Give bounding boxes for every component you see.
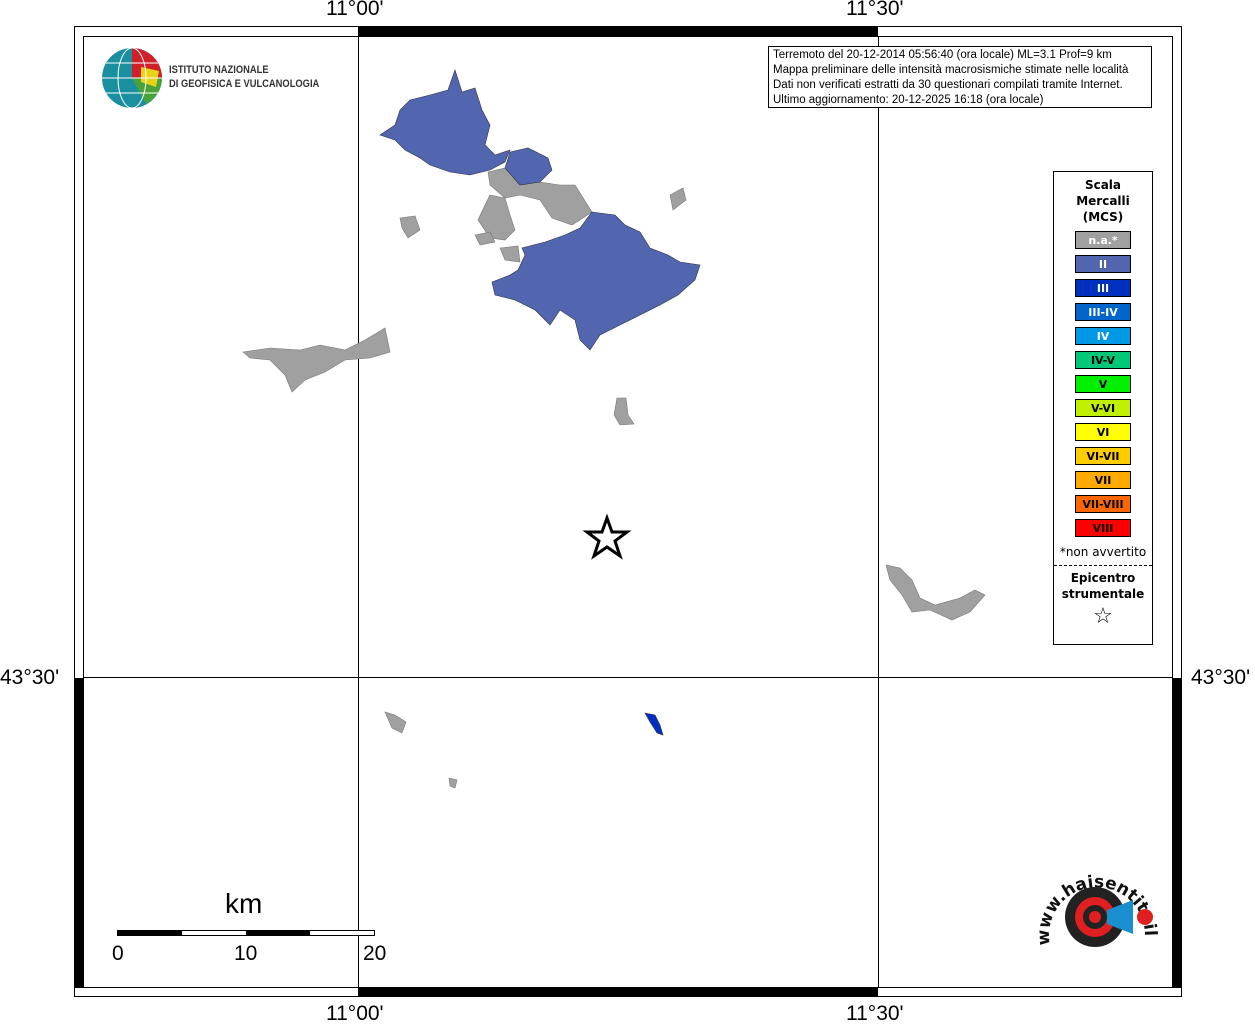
frame-bar-top <box>358 26 878 36</box>
area-II <box>379 69 511 176</box>
legend-swatch-v-vi: V-VI <box>1075 399 1131 417</box>
legend: Scala Mercalli (MCS) n.a.* II III III-IV IV I… <box>1053 171 1153 645</box>
area-na <box>448 777 458 789</box>
legend-swatch-iv: IV <box>1075 327 1131 345</box>
legend-epicenter-line: Epicentro <box>1070 571 1136 585</box>
scale-unit: km <box>225 888 263 919</box>
lon-tick: 11°00' <box>326 0 384 20</box>
target-icon: www.haisentitoilterremoto.it <box>1026 845 1160 947</box>
legend-note: *non avvertito <box>1059 545 1147 559</box>
event-info-box: Terremoto del 20-12-2014 05:56:40 (ora l… <box>768 46 1152 108</box>
info-line: Mappa preliminare delle intensità macros… <box>773 64 1129 76</box>
area-na <box>474 231 496 246</box>
haisentito-logo: www.haisentitoilterremoto.it <box>1026 845 1160 979</box>
legend-title-line: (MCS) <box>1082 210 1124 224</box>
area-na <box>477 194 516 241</box>
info-line: Ultimo aggiornamento: 20-12-2025 16:18 (… <box>773 94 1044 106</box>
area-III <box>644 712 664 736</box>
legend-swatch-vii-viii: VII-VIII <box>1075 495 1131 513</box>
legend-swatch-na: n.a.* <box>1075 231 1131 249</box>
gridline <box>83 677 1173 678</box>
info-line: Terremoto del 20-12-2014 05:56:40 (ora l… <box>773 49 1112 61</box>
legend-swatch-vii: VII <box>1075 471 1131 489</box>
legend-star-icon: ☆ <box>1093 604 1113 629</box>
scale-label: 10 <box>234 942 258 965</box>
frame-bar-bottom <box>358 988 878 997</box>
area-na <box>669 187 687 211</box>
legend-swatch-iv-v: IV-V <box>1075 351 1131 369</box>
lon-tick: 11°30' <box>846 1002 904 1025</box>
frame-bar-right <box>1173 678 1182 988</box>
ingv-logo: ISTITUTO NAZIONALE DI GEOFISICA E VULCAN… <box>101 47 319 113</box>
legend-title-line: Mercalli <box>1076 194 1130 208</box>
lat-tick: 43°30' <box>0 666 60 689</box>
area-na <box>399 215 421 239</box>
gridline <box>878 36 879 988</box>
scale-label: 0 <box>112 942 124 965</box>
lon-tick: 11°00' <box>326 1002 384 1025</box>
legend-swatch-iii: III <box>1075 279 1131 297</box>
area-na <box>499 245 521 263</box>
lon-tick: 11°30' <box>846 0 904 20</box>
legend-swatch-ii: II <box>1075 255 1131 273</box>
lat-tick: 43°30' <box>1191 666 1251 689</box>
frame-bar-left <box>74 678 83 988</box>
scale-bar-segments <box>117 930 375 936</box>
legend-epicenter-line: strumentale <box>1061 587 1145 601</box>
area-II <box>491 211 701 351</box>
info-line: Dati non verificati estratti da 30 quest… <box>773 79 1123 91</box>
logo-line1: ISTITUTO NAZIONALE <box>169 64 269 76</box>
area-na <box>885 564 986 621</box>
legend-swatch-iii-iv: III-IV <box>1075 303 1131 321</box>
scale-label: 20 <box>363 942 387 965</box>
epicenter-star-icon <box>582 513 632 560</box>
globe-icon <box>102 47 162 109</box>
legend-epicenter-label: Epicentro strumentale <box>1054 570 1152 602</box>
legend-divider <box>1054 565 1152 566</box>
legend-title-line: Scala <box>1084 178 1122 192</box>
legend-swatch-vi-vii: VI-VII <box>1075 447 1131 465</box>
legend-swatch-v: V <box>1075 375 1131 393</box>
area-na <box>242 327 391 393</box>
scale-bar: km 0 10 20 <box>112 888 387 968</box>
gridline <box>358 36 359 988</box>
legend-swatch-viii: VIII <box>1075 519 1131 537</box>
logo-line2: DI GEOFISICA E VULCANOLOGIA <box>169 78 320 90</box>
legend-swatch-vi: VI <box>1075 423 1131 441</box>
map-area[interactable] <box>83 36 1173 988</box>
legend-title: Scala Mercalli (MCS) <box>1054 177 1152 225</box>
area-II <box>504 147 553 186</box>
area-na <box>384 711 407 734</box>
area-na <box>613 397 635 426</box>
